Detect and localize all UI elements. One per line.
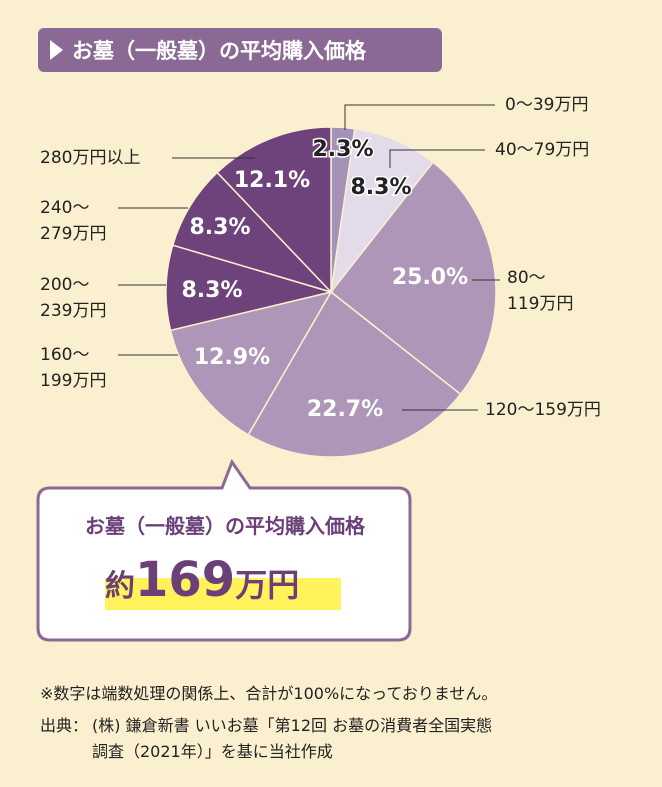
pie-slice bbox=[329, 161, 497, 396]
data-label: 22.7% bbox=[307, 397, 383, 422]
callout-box bbox=[36, 458, 412, 642]
data-label: 12.1% bbox=[234, 168, 310, 193]
callout-title: お墓（一般墓）の平均購入価格 bbox=[85, 514, 366, 538]
category-label: 160〜 199万円 bbox=[40, 345, 107, 391]
source-label: 出典： bbox=[40, 716, 89, 735]
category-label: 120〜159万円 bbox=[485, 400, 601, 420]
category-label: 240〜 279万円 bbox=[40, 198, 107, 244]
pie-slice bbox=[247, 290, 462, 458]
category-label: 0〜39万円 bbox=[505, 95, 589, 115]
category-label: 40〜79万円 bbox=[495, 140, 590, 160]
data-label: 12.9% bbox=[194, 345, 270, 370]
source-line: 調査（2021年）」を基に当社作成 bbox=[92, 742, 333, 761]
pie-slice bbox=[169, 290, 333, 436]
callout-amount: 約169万円 bbox=[105, 552, 341, 610]
amount-prefix: 約 bbox=[105, 569, 135, 604]
category-label: 80〜 119万円 bbox=[507, 268, 574, 314]
data-label: 25.0% bbox=[392, 265, 468, 290]
leader-line bbox=[344, 104, 495, 130]
header-arrow bbox=[50, 40, 63, 60]
chart-title: お墓（一般墓）の平均購入価格 bbox=[72, 39, 367, 63]
pie-slice bbox=[171, 171, 334, 294]
amount-value: 169 bbox=[135, 552, 236, 608]
amount-unit: 万円 bbox=[235, 566, 300, 604]
data-label: 8.3% bbox=[350, 175, 411, 200]
leader-line bbox=[389, 149, 485, 168]
category-label: 280万円以上 bbox=[40, 148, 141, 168]
footnote: ※数字は端数処理の関係上、合計が100%になっておりません。 bbox=[40, 684, 498, 703]
data-label: 2.3% bbox=[312, 137, 373, 162]
header-bar bbox=[38, 28, 442, 72]
source-line: (株) 鎌倉新書 いいお墓「第12回 お墓の消費者全国実態 bbox=[92, 716, 493, 735]
data-label: 8.3% bbox=[181, 278, 242, 303]
category-label: 200〜 239万円 bbox=[40, 275, 107, 321]
data-label: 8.3% bbox=[189, 215, 250, 240]
pie-slice bbox=[216, 126, 332, 294]
pie-slice bbox=[329, 127, 435, 295]
pie-slice bbox=[165, 244, 334, 332]
